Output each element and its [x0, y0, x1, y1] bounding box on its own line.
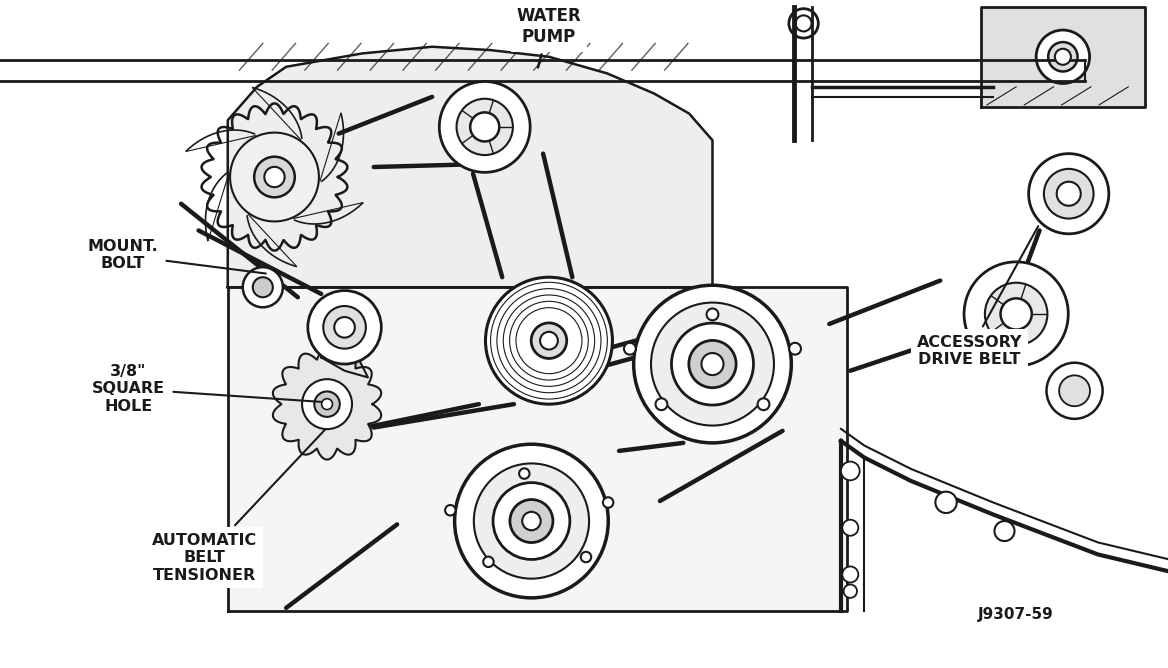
- Circle shape: [439, 81, 530, 172]
- Circle shape: [707, 309, 718, 321]
- Circle shape: [985, 283, 1048, 345]
- Text: MOUNT.
BOLT: MOUNT. BOLT: [88, 239, 266, 273]
- Text: WATER
PUMP: WATER PUMP: [516, 7, 582, 67]
- Circle shape: [308, 291, 381, 364]
- Circle shape: [580, 552, 591, 562]
- Circle shape: [474, 464, 589, 578]
- Circle shape: [445, 505, 456, 516]
- Circle shape: [471, 112, 499, 142]
- Polygon shape: [228, 47, 712, 287]
- Circle shape: [790, 343, 801, 355]
- Circle shape: [540, 332, 558, 349]
- Polygon shape: [273, 349, 381, 460]
- Circle shape: [252, 277, 273, 297]
- Circle shape: [964, 262, 1069, 366]
- Circle shape: [655, 398, 667, 410]
- Circle shape: [493, 482, 570, 560]
- Circle shape: [230, 132, 319, 222]
- Circle shape: [841, 462, 860, 480]
- Text: 3/8"
SQUARE
HOLE: 3/8" SQUARE HOLE: [92, 364, 322, 413]
- Polygon shape: [981, 7, 1145, 107]
- Circle shape: [303, 379, 352, 429]
- Circle shape: [843, 584, 857, 598]
- Circle shape: [842, 566, 858, 582]
- Circle shape: [1044, 169, 1093, 218]
- Circle shape: [321, 399, 333, 409]
- Circle shape: [531, 323, 566, 359]
- Circle shape: [936, 492, 957, 513]
- Circle shape: [651, 303, 774, 426]
- Text: J9307-59: J9307-59: [979, 607, 1054, 622]
- Circle shape: [314, 391, 340, 417]
- Circle shape: [510, 500, 552, 542]
- Polygon shape: [228, 287, 847, 611]
- Circle shape: [484, 556, 494, 567]
- Circle shape: [758, 398, 770, 410]
- Circle shape: [324, 306, 366, 349]
- Circle shape: [689, 341, 736, 387]
- Circle shape: [672, 323, 753, 405]
- Circle shape: [1001, 299, 1031, 329]
- Circle shape: [634, 285, 791, 443]
- Circle shape: [1048, 42, 1078, 71]
- Circle shape: [842, 520, 858, 536]
- Circle shape: [255, 157, 294, 197]
- Circle shape: [243, 267, 283, 307]
- Circle shape: [624, 343, 635, 355]
- Circle shape: [1057, 182, 1080, 206]
- Circle shape: [994, 521, 1015, 541]
- Circle shape: [702, 353, 723, 375]
- Circle shape: [519, 468, 529, 479]
- Circle shape: [454, 444, 609, 598]
- Circle shape: [486, 277, 612, 404]
- Circle shape: [264, 167, 285, 187]
- Circle shape: [522, 512, 541, 530]
- Circle shape: [334, 317, 355, 337]
- Circle shape: [603, 497, 613, 508]
- Polygon shape: [321, 354, 368, 377]
- Circle shape: [1036, 30, 1090, 84]
- Circle shape: [457, 99, 513, 155]
- Circle shape: [1029, 154, 1108, 234]
- Circle shape: [1059, 375, 1090, 406]
- Text: AUTOMATIC
BELT
TENSIONER: AUTOMATIC BELT TENSIONER: [152, 430, 325, 582]
- Circle shape: [1055, 49, 1071, 65]
- Text: ACCESSORY
DRIVE BELT: ACCESSORY DRIVE BELT: [917, 226, 1038, 367]
- Circle shape: [1047, 363, 1103, 419]
